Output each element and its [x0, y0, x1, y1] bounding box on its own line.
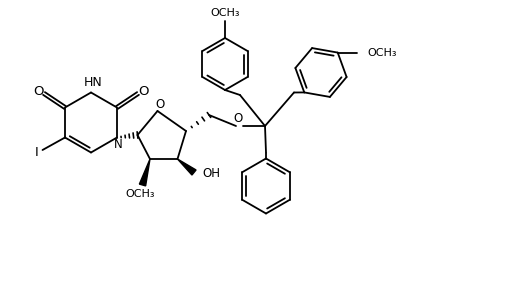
Text: O: O — [155, 97, 164, 110]
Text: O: O — [33, 84, 43, 97]
Polygon shape — [139, 159, 150, 186]
Text: OH: OH — [202, 167, 219, 180]
Text: OCH₃: OCH₃ — [367, 48, 397, 58]
Polygon shape — [177, 159, 195, 175]
Text: OCH₃: OCH₃ — [125, 189, 154, 199]
Text: OCH₃: OCH₃ — [210, 8, 239, 17]
Text: I: I — [35, 146, 38, 159]
Text: O: O — [234, 113, 243, 126]
Text: HN: HN — [84, 76, 103, 89]
Text: N: N — [114, 138, 122, 151]
Text: O: O — [138, 84, 149, 97]
